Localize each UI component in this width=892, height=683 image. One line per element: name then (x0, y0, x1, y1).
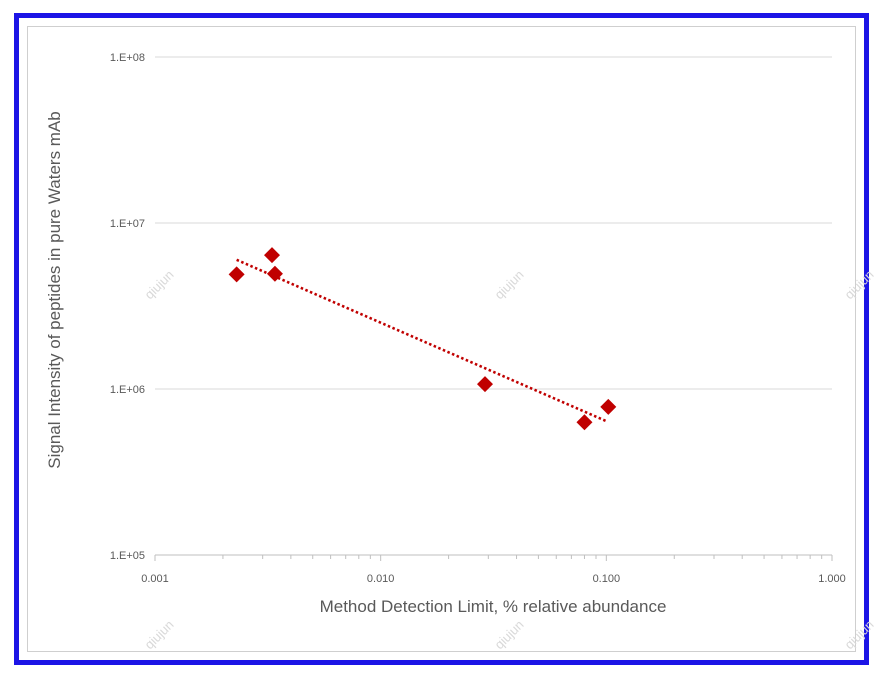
trendline (236, 258, 607, 423)
x-tick-label-2: 0.100 (593, 573, 621, 585)
data-point-5 (600, 398, 617, 415)
data-points (228, 247, 617, 431)
y-tick-label-1: 1.E+06 (110, 384, 145, 396)
watermark-text-0: qiujun (142, 267, 177, 302)
y-tick-label-0: 1.E+05 (110, 550, 145, 562)
y-axis-title: Signal Intensity of peptides in pure Wat… (45, 111, 64, 469)
watermark-text-5: qiujun (842, 617, 877, 652)
y-tick-label-3: 1.E+08 (110, 52, 145, 64)
watermark-text-1: qiujun (492, 267, 527, 302)
data-point-2 (266, 265, 283, 282)
figure-frame (14, 13, 869, 665)
data-point-4 (576, 414, 593, 431)
x-tick-label-0: 0.001 (141, 573, 169, 585)
x-axis-title: Method Detection Limit, % relative abund… (320, 597, 667, 616)
axes (154, 554, 833, 561)
data-point-3 (477, 376, 494, 393)
trendline-layer (236, 258, 607, 423)
tick-labels: 1.E+05 1.E+06 1.E+07 1.E+08 0.001 0.010 0.100 1… (110, 52, 846, 585)
chart-area (27, 26, 856, 652)
watermark-layer: qiujun qiujun qiujun qiujun qiujun qiujun (142, 267, 877, 652)
x-tick-label-1: 0.010 (367, 573, 395, 585)
watermark-text-3: qiujun (142, 617, 177, 652)
data-point-0 (228, 266, 245, 283)
x-tick-label-3: 1.000 (818, 573, 846, 585)
watermark-text-2: qiujun (842, 267, 877, 302)
y-tick-label-2: 1.E+07 (110, 218, 145, 230)
watermark-text-4: qiujun (492, 617, 527, 652)
gridlines (155, 56, 832, 390)
data-point-1 (264, 247, 281, 264)
